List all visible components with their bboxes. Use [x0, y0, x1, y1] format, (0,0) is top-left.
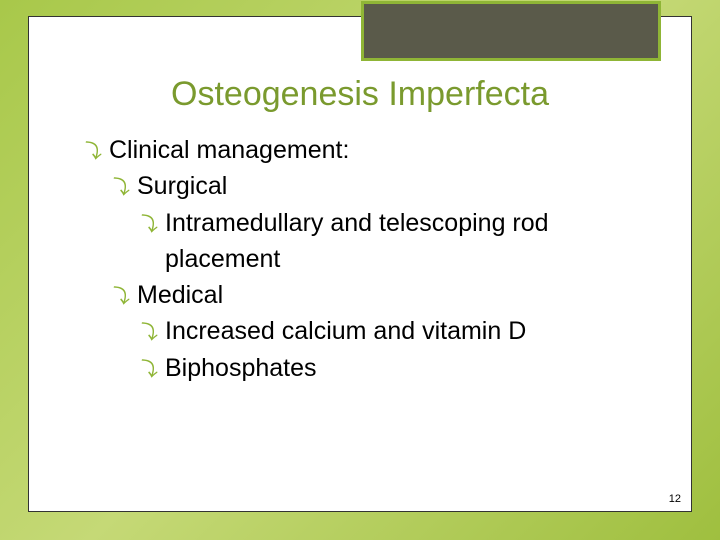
slide-title: Osteogenesis Imperfecta — [29, 75, 691, 114]
bullet-lvl2: ⤵ Surgical — [81, 168, 651, 204]
bullet-lvl3: ⤵ Increased calcium and vitamin D — [81, 313, 651, 349]
bullet-lvl3: ⤵ Biphosphates — [81, 350, 651, 386]
bullet-text: Surgical — [137, 172, 227, 200]
swirl-bullet-icon: ⤵ — [109, 283, 131, 301]
swirl-bullet-icon: ⤵ — [137, 319, 159, 337]
swirl-bullet-icon: ⤵ — [137, 356, 159, 374]
bullet-text: Biphosphates — [165, 354, 317, 382]
bullet-lvl2: ⤵ Medical — [81, 277, 651, 313]
swirl-bullet-icon: ⤵ — [137, 211, 159, 229]
bullet-text: Intramedullary and telescoping rod place… — [165, 209, 549, 273]
page-number: 12 — [669, 493, 681, 505]
bullet-lvl1: ⤵ Clinical management: — [81, 132, 651, 168]
slide-content: ⤵ Clinical management: ⤵ Surgical ⤵ Intr… — [29, 132, 691, 386]
bullet-text: Clinical management: — [109, 136, 349, 164]
bullet-text: Medical — [137, 281, 223, 309]
bullet-text: Increased calcium and vitamin D — [165, 317, 526, 345]
swirl-bullet-icon: ⤵ — [109, 174, 131, 192]
bullet-lvl3: ⤵ Intramedullary and telescoping rod pla… — [81, 205, 651, 278]
accent-box — [361, 1, 661, 61]
slide-frame: Osteogenesis Imperfecta ⤵ Clinical manag… — [28, 16, 692, 512]
swirl-bullet-icon: ⤵ — [81, 138, 103, 156]
